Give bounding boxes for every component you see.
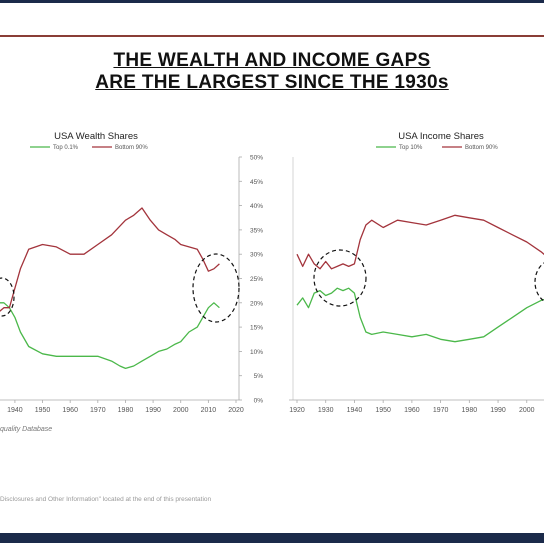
disclosure-footer: Disclosures and Other Information" locat… [0, 496, 212, 503]
x-tick-label-0-5: 1990 [145, 407, 161, 414]
y-tick-label-0-9: 45% [250, 179, 263, 186]
x-tick-label-0-8: 2020 [228, 407, 244, 414]
y-tick-label-0-2: 10% [250, 349, 263, 356]
x-tick-label-0-3: 1970 [90, 407, 106, 414]
top-navy-bar [0, 0, 544, 3]
y-tick-label-0-7: 35% [250, 227, 263, 234]
bottom-navy-bar [0, 533, 544, 543]
highlight-ellipse-0-1 [192, 253, 240, 323]
series-line-1-0 [296, 287, 544, 343]
series-line-0-0 [0, 302, 220, 370]
x-tick-label-1-3: 1950 [375, 407, 391, 414]
legend-label-1-1: Bottom 90% [465, 145, 498, 151]
y-tick-label-0-6: 30% [250, 252, 263, 259]
legend-label-0-1: Bottom 90% [115, 145, 148, 151]
x-tick-label-0-7: 2010 [201, 407, 217, 414]
x-tick-label-1-7: 1990 [490, 407, 506, 414]
x-tick-label-1-5: 1970 [433, 407, 449, 414]
series-line-1-1 [296, 214, 544, 270]
y-tick-label-0-1: 5% [254, 373, 264, 380]
x-tick-label-1-4: 1960 [404, 407, 420, 414]
source-note: quality Database [0, 426, 53, 433]
x-tick-label-0-1: 1950 [35, 407, 51, 414]
highlight-ellipse-1-1 [534, 262, 544, 302]
charts-area: USA Wealth Shares Top 0.1% Bottom 90% 0% 5% 1… [0, 131, 544, 414]
x-tick-label-1-8: 2000 [519, 407, 535, 414]
x-tick-label-0-6: 2000 [173, 407, 189, 414]
y-tick-label-0-3: 15% [250, 325, 263, 332]
highlight-ellipse-1-0 [313, 249, 367, 307]
series-line-0-1 [0, 207, 220, 312]
x-tick-label-1-2: 1940 [347, 407, 363, 414]
legend-label-1-0: Top 10% [399, 145, 423, 151]
chart-title-1: USA Income Shares [398, 131, 484, 142]
y-tick-label-0-8: 40% [250, 203, 263, 210]
x-tick-label-1-1: 1930 [318, 407, 334, 414]
x-tick-label-0-0: 1940 [7, 407, 23, 414]
page-title-line1: THE WEALTH AND INCOME GAPS [113, 50, 431, 71]
y-tick-label-0-4: 20% [250, 300, 263, 307]
legend-label-0-0: Top 0.1% [53, 145, 79, 151]
x-tick-label-1-0: 1920 [289, 407, 305, 414]
x-tick-label-0-2: 1960 [62, 407, 78, 414]
y-tick-label-0-10: 50% [250, 155, 263, 162]
chart-title-0: USA Wealth Shares [54, 131, 138, 142]
page-title-line2: ARE THE LARGEST SINCE THE 1930s [95, 72, 449, 93]
x-tick-label-1-6: 1980 [462, 407, 478, 414]
y-tick-label-0-0: 0% [254, 398, 264, 405]
y-tick-label-0-5: 25% [250, 276, 263, 283]
x-tick-label-0-4: 1980 [118, 407, 134, 414]
highlight-ellipse-0-0 [0, 277, 15, 317]
header-rule [0, 35, 544, 37]
